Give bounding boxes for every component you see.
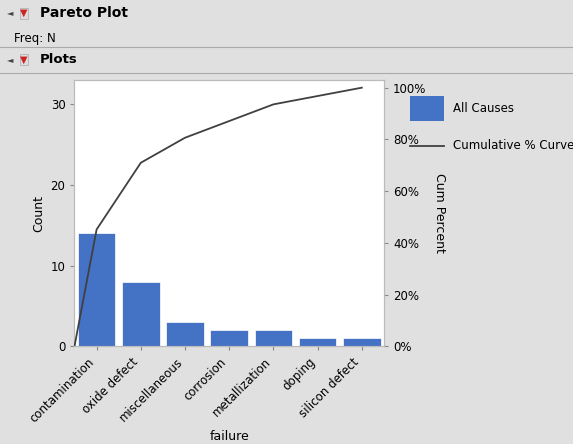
Bar — [343, 338, 380, 346]
Text: ◄: ◄ — [7, 56, 13, 64]
Text: All Causes: All Causes — [453, 102, 514, 115]
Text: ▼: ▼ — [20, 55, 28, 65]
Text: Cumulative % Curve: Cumulative % Curve — [453, 139, 573, 152]
Text: Freq: N: Freq: N — [14, 32, 56, 45]
Text: Pareto Plot: Pareto Plot — [40, 6, 128, 20]
Bar — [122, 282, 159, 346]
Y-axis label: Count: Count — [32, 194, 45, 232]
Y-axis label: Cum Percent: Cum Percent — [433, 173, 446, 253]
Bar — [166, 322, 204, 346]
Bar — [210, 330, 248, 346]
Text: ▼: ▼ — [20, 8, 28, 18]
X-axis label: failure: failure — [209, 431, 249, 444]
Text: Plots: Plots — [40, 53, 78, 67]
Bar — [78, 233, 115, 346]
Bar — [254, 330, 292, 346]
Text: ◄: ◄ — [7, 8, 13, 18]
Bar — [299, 338, 336, 346]
